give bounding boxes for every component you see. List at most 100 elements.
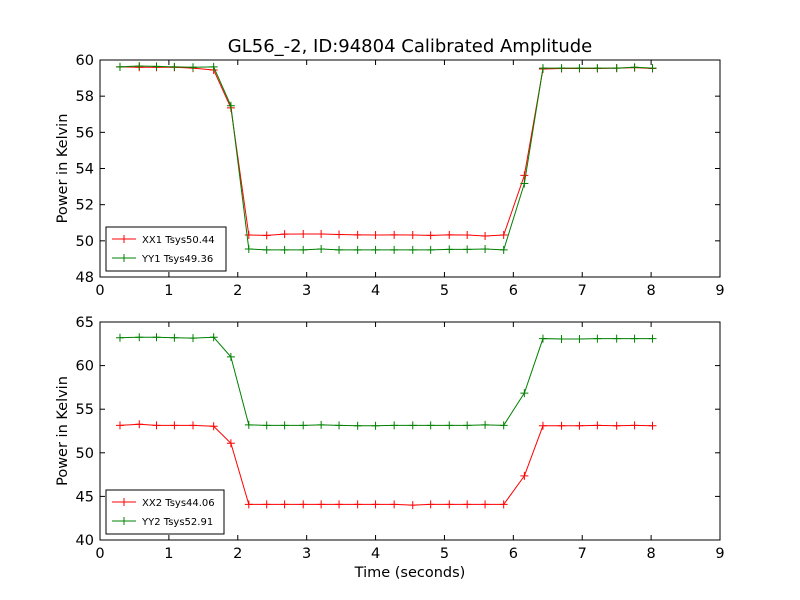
data-point [262,245,271,254]
data-point [280,245,289,254]
data-point [463,421,472,430]
y-tick-label: 55 [76,402,94,418]
data-point [408,231,417,240]
x-tick-label: 8 [646,283,655,299]
data-point [445,500,454,509]
data-point [170,333,179,342]
y-tick-label: 50 [76,446,94,462]
x-tick-label: 1 [164,546,173,562]
legend-marker [120,517,128,525]
data-point [170,421,179,430]
data-point [445,245,454,254]
data-point [499,500,508,509]
data-point [152,333,161,342]
data-point [353,230,362,239]
data-point [335,230,344,239]
x-tick-label: 7 [578,546,587,562]
y-tick-label: 45 [76,489,94,505]
data-point [115,333,124,342]
data-point [575,64,584,73]
data-point [353,500,362,509]
data-point [538,334,547,343]
data-point [353,245,362,254]
y-tick-label: 52 [76,198,94,214]
data-point [317,244,326,253]
y-tick-label: 48 [76,270,94,286]
x-tick-label: 0 [95,283,104,299]
y-tick-label: 54 [76,162,94,178]
data-point [538,421,547,430]
legend-box [105,489,225,535]
data-point [299,245,308,254]
x-tick-label: 5 [440,546,449,562]
x-tick-label: 6 [509,283,518,299]
data-point [481,231,490,240]
y-tick-label: 60 [76,53,94,69]
x-tick-label: 4 [371,546,380,562]
y-tick-label: 58 [76,89,94,105]
x-axis-label: Time (seconds) [354,565,466,581]
data-point [152,62,161,71]
x-tick-label: 9 [715,283,724,299]
data-point [317,420,326,429]
data-point [390,500,399,509]
data-point [353,421,362,430]
data-point [426,245,435,254]
axes-frame [99,321,721,541]
y-tick-label: 60 [76,359,94,375]
data-point [630,63,639,72]
data-point [262,421,271,430]
data-point [463,500,472,509]
y-axis-label: Power in Kelvin [55,114,71,224]
data-point [630,334,639,343]
x-tick-label: 6 [509,546,518,562]
data-point [280,500,289,509]
data-point [499,421,508,430]
data-point [299,421,308,430]
data-point [520,471,529,480]
data-point [226,101,235,110]
data-point [135,333,144,342]
data-point [335,421,344,430]
x-tick-label: 3 [302,546,311,562]
data-point [648,421,657,430]
x-tick-label: 1 [164,283,173,299]
data-point [189,334,197,343]
chart-title: GL56_-2, ID:94804 Calibrated Amplitude [228,36,592,57]
data-point [481,500,490,509]
data-point [115,62,124,71]
x-tick-label: 9 [715,546,724,562]
legend-marker [120,498,128,506]
data-point [390,421,399,430]
data-point [280,230,289,239]
data-point [244,420,253,429]
legend-label: YY1 Tsys49.36 [141,254,213,265]
data-point [575,335,584,344]
data-point [593,334,602,343]
legend-marker [120,235,128,243]
data-point [408,501,417,510]
data-point [262,231,271,240]
data-point [648,64,657,73]
data-point [612,421,621,430]
x-tick-label: 5 [440,283,449,299]
x-tick-label: 8 [646,546,655,562]
data-point [463,231,472,240]
data-point [209,62,218,71]
x-tick-label: 4 [371,283,380,299]
y-tick-label: 65 [76,315,94,331]
data-point [593,64,602,73]
data-point [557,335,566,344]
data-point [520,179,529,188]
x-tick-label: 3 [302,283,311,299]
data-point [280,421,289,430]
data-point [226,352,235,361]
data-point [630,421,639,430]
data-point [209,333,218,342]
data-point [426,231,435,240]
data-point [575,421,584,430]
data-point [244,500,253,509]
data-point [499,245,508,254]
